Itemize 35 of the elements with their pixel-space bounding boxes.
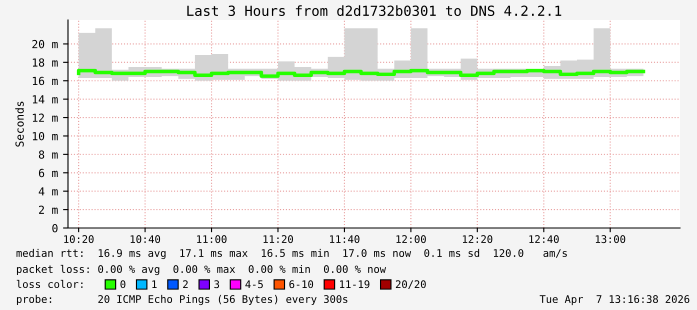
y-tick-label: 0	[52, 224, 58, 232]
text: median rtt: 16.9 ms avg 17.1 ms max 16.5 ms min 17.0 ms now 0.1 ms sd 120.0 am/s	[16, 248, 567, 260]
y-tick-label: 4 m	[38, 187, 58, 196]
y-tick-label: 12 m	[32, 114, 58, 122]
y-tick-label: 14 m	[32, 95, 58, 104]
x-tick-label: 10:20	[64, 235, 94, 244]
y-tick-label: 10 m	[32, 132, 58, 140]
x-tick-label: 11:20	[264, 235, 293, 244]
legend-title: loss color:	[16, 280, 82, 288]
text: Tue Apr 7 13:16:38 2026	[540, 295, 690, 306]
x-tick-label: 12:20	[462, 235, 492, 244]
text: packet loss: 0.00 % avg 0.00 % max 0.00 % min 0.00 % now	[16, 264, 386, 276]
x-tick-label: 11:00	[197, 235, 227, 244]
y-tick-label: 18 m	[32, 58, 58, 67]
x-tick-label: 11:40	[330, 235, 360, 244]
y-tick-label: 20 m	[32, 40, 58, 48]
x-tick-label: 13:00	[596, 235, 626, 244]
legend-label: 1	[152, 280, 157, 288]
legend-label: 4-5	[245, 280, 263, 288]
legend-label: 2	[183, 280, 188, 288]
legend-label: 11-19	[340, 280, 370, 288]
legend-label: 0	[120, 280, 126, 288]
chart-title: Last 3 Hours from d2d1732b0301 to DNS 4.2.2.1	[187, 5, 562, 16]
y-tick-label: 6 m	[38, 168, 58, 178]
x-tick-label: 12:00	[396, 235, 426, 244]
x-tick-label: 10:40	[130, 235, 160, 244]
legend-label: 20/20	[396, 280, 426, 289]
y-tick-label: 2 m	[39, 206, 58, 214]
y-tick-label: 8 m	[38, 150, 58, 159]
x-tick-label: 12:40	[529, 235, 559, 244]
legend-label: 3	[214, 280, 220, 288]
text: probe: 20 ICMP Echo Pings (56 Bytes) every 300s	[16, 294, 348, 306]
y-tick-label: 16 m	[32, 76, 58, 86]
legend-label: 6-10	[289, 280, 314, 288]
y-axis-title: Seconds	[15, 102, 24, 147]
